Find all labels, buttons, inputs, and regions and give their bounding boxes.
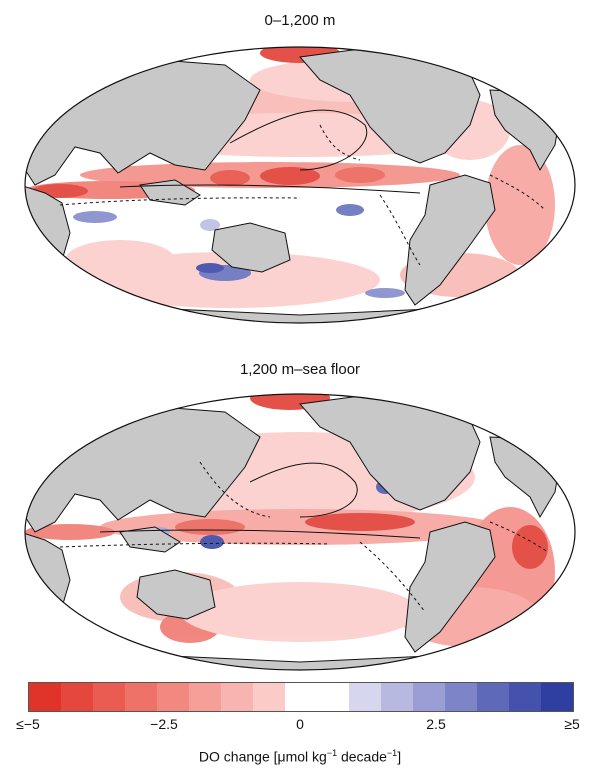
colorbar-swatch: [413, 683, 445, 711]
colorbar: [28, 682, 574, 712]
land-south-america: [404, 174, 496, 306]
colorbar-swatch: [221, 683, 253, 711]
colorbar-swatch: [29, 683, 61, 711]
colorbar-swatch: [445, 683, 477, 711]
colorbar-swatch: [125, 683, 157, 711]
colorbar-swatch: [61, 683, 93, 711]
colorbar-swatch: [93, 683, 125, 711]
colorbar-swatch: [253, 683, 285, 711]
colorbar-swatch: [541, 683, 573, 711]
colorbar-swatch: [189, 683, 221, 711]
map-outline: [24, 46, 576, 324]
land-southeast-asia: [139, 179, 201, 206]
colorbar-tick-pos: 2.5: [426, 716, 446, 732]
map-upper-ocean: [24, 46, 576, 324]
colorbar-label: DO change [μmol kg−1 decade−1]: [198, 748, 402, 765]
land-australia: [136, 569, 216, 620]
colorbar-tick-zero: 0: [296, 716, 304, 732]
land-south-america: [404, 521, 496, 653]
colorbar-swatch: [157, 683, 189, 711]
panel-title-top: 0–1,200 m: [264, 12, 336, 29]
oxygen-minimum-zone-contours: [59, 109, 546, 266]
panel-title-bottom: 1,200 m–sea floor: [239, 361, 361, 378]
colorbar-tick-neg: −2.5: [150, 716, 178, 732]
colorbar-swatch: [317, 683, 349, 711]
oxygen-minimum-zone-contours: [59, 461, 549, 613]
colorbar-tick-min: ≤−5: [16, 716, 40, 732]
map-deep-ocean: [24, 393, 576, 671]
land-australia: [211, 222, 291, 273]
colorbar-swatch: [285, 683, 317, 711]
colorbar-swatch: [509, 683, 541, 711]
map-outline: [24, 393, 576, 671]
colorbar-swatch: [477, 683, 509, 711]
colorbar-swatch: [349, 683, 381, 711]
colorbar-swatch: [381, 683, 413, 711]
colorbar-tick-max: ≥5: [564, 716, 580, 732]
